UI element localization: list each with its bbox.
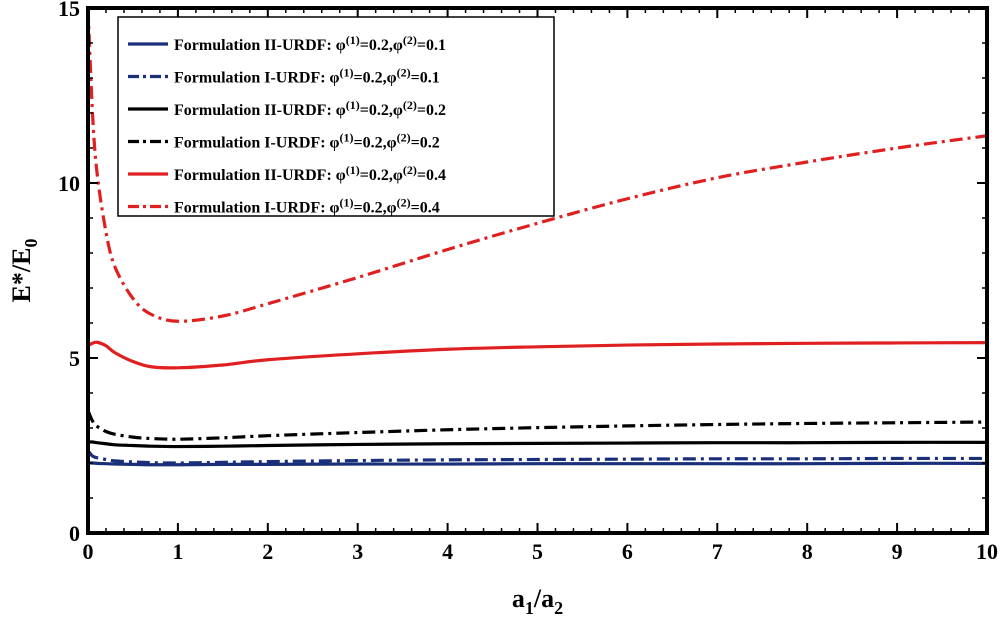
x-tick-label: 3: [352, 539, 363, 564]
legend-label-6: Formulation I-URDF: φ(1)=0.2,φ(2)=0.4: [174, 196, 440, 217]
x-axis-title: a1/a2: [512, 584, 563, 618]
x-tick-label: 7: [712, 539, 723, 564]
x-tick-label: 0: [83, 539, 94, 564]
x-tick-label: 10: [976, 539, 998, 564]
legend-label-4: Formulation I-URDF: φ(1)=0.2,φ(2)=0.2: [174, 131, 440, 152]
legend-label-2: Formulation I-URDF: φ(1)=0.2,φ(2)=0.1: [174, 66, 440, 87]
legend-label-3: Formulation II-URDF: φ(1)=0.2,φ(2)=0.2: [174, 98, 446, 119]
y-tick-label: 10: [58, 171, 80, 196]
x-tick-label: 6: [622, 539, 633, 564]
series-line-5: [88, 340, 987, 370]
y-tick-label: 0: [69, 521, 80, 546]
legend-label-5: Formulation II-URDF: φ(1)=0.2,φ(2)=0.4: [174, 163, 446, 184]
legend-box: [117, 16, 555, 217]
series-line-3: [88, 440, 987, 449]
x-tick-label: 2: [262, 539, 273, 564]
x-tick-label: 8: [802, 539, 813, 564]
legend-label-1: Formulation II-URDF: φ(1)=0.2,φ(2)=0.1: [174, 33, 446, 54]
x-tick-label: 9: [892, 539, 903, 564]
plot-lines: [88, 8, 987, 467]
x-tick-label: 1: [172, 539, 183, 564]
series-line-2: [88, 449, 987, 465]
y-tick-label: 5: [69, 346, 80, 371]
series-line-4: [88, 409, 987, 441]
y-axis-title: E*/E0: [7, 239, 41, 303]
x-tick-label: 4: [442, 539, 453, 564]
y-tick-label: 15: [58, 0, 80, 21]
x-tick-label: 5: [532, 539, 543, 564]
series-line-1: [88, 461, 987, 467]
series-line-6: [88, 8, 987, 323]
legend: Formulation II-URDF: φ(1)=0.2,φ(2)=0.1 Fo…: [117, 16, 555, 217]
axis-ticks: 0 1 2 3 4 5 6 7 8 9 10 0 5 10 15: [58, 0, 998, 564]
